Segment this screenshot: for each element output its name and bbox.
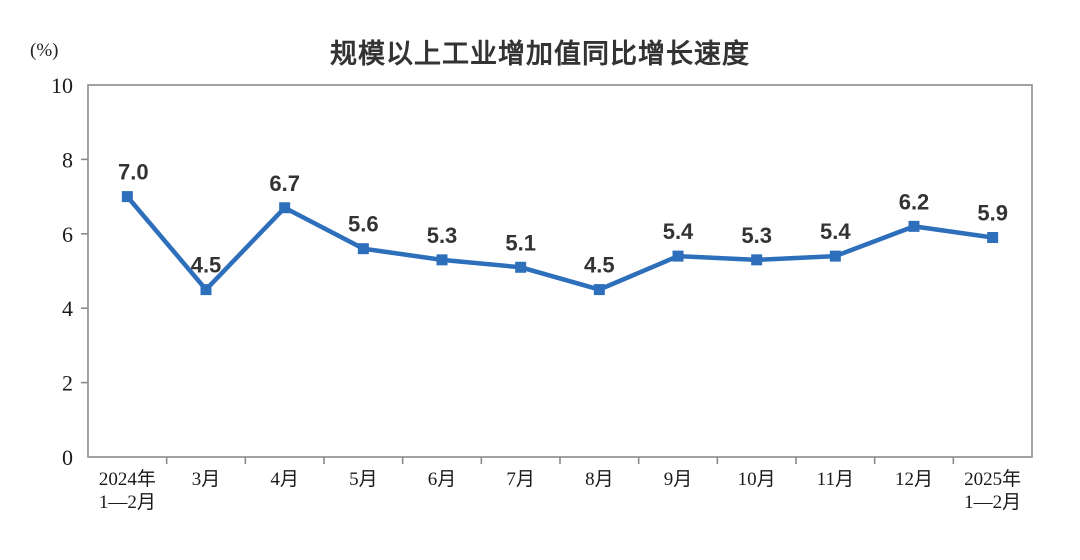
- y-axis-tick-label: 0: [62, 445, 73, 470]
- y-axis-tick-label: 8: [62, 147, 73, 172]
- data-point-label: 5.9: [977, 201, 1008, 226]
- data-point-marker: [829, 250, 841, 262]
- data-point-marker: [751, 254, 763, 266]
- data-point-marker: [987, 232, 999, 244]
- data-point-marker: [279, 202, 291, 214]
- plot-border: [87, 84, 1033, 458]
- x-axis-tick-label: 8月: [585, 469, 614, 490]
- y-axis-unit-label: (%): [30, 40, 59, 61]
- data-point-label: 5.4: [663, 219, 694, 244]
- x-axis-tick-label: 2025年 1—2月: [964, 468, 1021, 513]
- data-point-label: 4.5: [191, 253, 222, 278]
- data-point-label: 5.4: [820, 219, 851, 244]
- x-axis-tick-label: 6月: [428, 469, 457, 490]
- y-axis-tick-label: 2: [62, 371, 73, 396]
- data-point-label: 4.5: [584, 253, 615, 278]
- x-axis-tick-label: 12月: [895, 469, 933, 490]
- data-point-marker: [593, 284, 605, 296]
- data-point-label: 6.2: [899, 189, 930, 214]
- y-axis-tick-label: 6: [62, 222, 73, 247]
- x-axis-tick-label: 3月: [192, 469, 221, 490]
- y-axis-tick-label: 10: [51, 73, 73, 98]
- data-point-label: 5.1: [505, 230, 536, 255]
- x-axis-tick-label: 5月: [349, 469, 378, 490]
- x-axis-tick-label: 7月: [506, 469, 535, 490]
- y-axis-tick-label: 4: [62, 296, 73, 321]
- data-point-label: 7.0: [118, 160, 149, 185]
- x-axis-tick-label: 4月: [270, 469, 299, 490]
- data-point-label: 6.7: [269, 171, 300, 196]
- data-point-label: 5.3: [741, 223, 772, 248]
- x-axis-tick-label: 2024年 1—2月: [99, 468, 156, 513]
- data-point-marker: [200, 284, 212, 296]
- data-line: [125, 195, 993, 293]
- chart-title: 规模以上工业增加值同比增长速度: [330, 39, 750, 69]
- x-axis-tick-label: 9月: [664, 469, 693, 490]
- data-point-marker: [121, 191, 133, 203]
- data-point-marker: [357, 243, 369, 255]
- x-axis-tick-label: 11月: [817, 469, 854, 490]
- data-point-marker: [908, 220, 920, 232]
- data-point-marker: [436, 254, 448, 266]
- data-point-marker: [515, 261, 527, 273]
- data-point-marker: [672, 250, 684, 262]
- x-axis-tick-label: 10月: [738, 469, 776, 490]
- data-point-label: 5.3: [427, 223, 458, 248]
- data-point-label: 5.6: [348, 212, 379, 237]
